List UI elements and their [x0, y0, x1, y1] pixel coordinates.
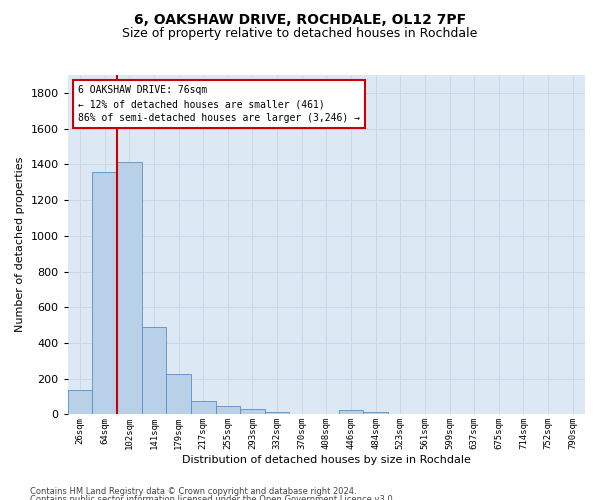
Text: 6, OAKSHAW DRIVE, ROCHDALE, OL12 7PF: 6, OAKSHAW DRIVE, ROCHDALE, OL12 7PF: [134, 12, 466, 26]
Text: 6 OAKSHAW DRIVE: 76sqm
← 12% of detached houses are smaller (461)
86% of semi-de: 6 OAKSHAW DRIVE: 76sqm ← 12% of detached…: [78, 85, 360, 123]
Bar: [191, 401, 215, 414]
Bar: [117, 162, 142, 414]
Bar: [92, 172, 117, 414]
Text: Contains public sector information licensed under the Open Government Licence v3: Contains public sector information licen…: [30, 495, 395, 500]
X-axis label: Distribution of detached houses by size in Rochdale: Distribution of detached houses by size …: [182, 455, 471, 465]
Bar: [215, 406, 240, 414]
Y-axis label: Number of detached properties: Number of detached properties: [15, 157, 25, 332]
Bar: [338, 410, 364, 414]
Bar: [166, 374, 191, 414]
Text: Contains HM Land Registry data © Crown copyright and database right 2024.: Contains HM Land Registry data © Crown c…: [30, 488, 356, 496]
Bar: [364, 412, 388, 414]
Bar: [68, 390, 92, 414]
Bar: [265, 412, 289, 414]
Bar: [240, 410, 265, 414]
Text: Size of property relative to detached houses in Rochdale: Size of property relative to detached ho…: [122, 28, 478, 40]
Bar: [142, 327, 166, 414]
